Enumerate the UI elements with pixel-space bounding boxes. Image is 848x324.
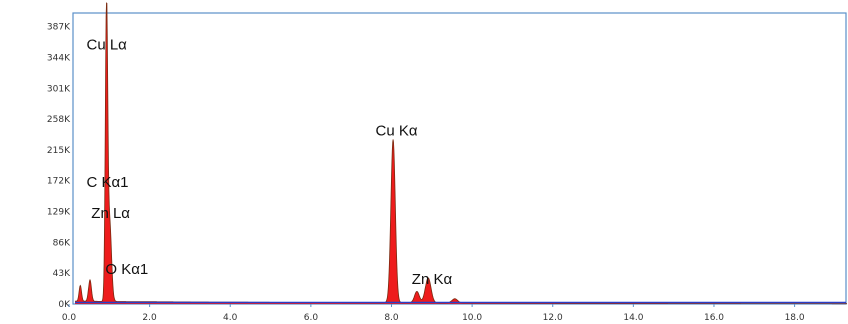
y-tick-label: 172K	[47, 177, 71, 187]
y-tick-label: 0K	[58, 300, 71, 310]
y-tick-label: 129K	[47, 208, 71, 218]
y-tick-label: 258K	[47, 115, 71, 125]
peak-label-o-ka1: O Kα1	[105, 261, 148, 278]
peak-label-cu-ka: Cu Kα	[376, 123, 418, 140]
x-tick-label: 4.0	[223, 313, 238, 323]
peak-label-zn-ka: Zn Kα	[412, 271, 453, 288]
peak-label-c-ka1: C Kα1	[87, 174, 129, 191]
y-tick-label: 301K	[47, 84, 71, 94]
x-tick-label: 14.0	[623, 313, 643, 323]
peak-label-cu-la: Cu Lα	[87, 37, 128, 54]
x-axis-labels: 0.0 2.0 4.0 6.0 8.0 10.0 12.0 14.0 16.0 …	[62, 313, 805, 323]
x-tick-label: 2.0	[142, 313, 157, 323]
y-tick-label: 344K	[47, 54, 71, 64]
x-tick-label: 8.0	[384, 313, 399, 323]
y-tick-label: 215K	[47, 146, 71, 156]
y-tick-label: 387K	[47, 23, 71, 33]
plot-frame	[72, 12, 847, 305]
x-tick-label: 10.0	[462, 313, 482, 323]
x-tick-label: 6.0	[304, 313, 319, 323]
peak-label-zn-la: Zn Lα	[91, 205, 130, 222]
peak-labels: Cu Lα C Kα1 Zn Lα O Kα1 Cu Kα Zn Kα	[87, 37, 453, 288]
y-axis-labels: 0K 43K 86K 129K 172K 215K 258K 301K 344K…	[47, 23, 71, 310]
x-tick-label: 18.0	[785, 313, 805, 323]
x-tick-label: 12.0	[543, 313, 563, 323]
x-tick-label: 16.0	[704, 313, 724, 323]
y-tick-label: 86K	[53, 238, 71, 248]
y-tick-label: 43K	[53, 269, 71, 279]
x-tick-label: 0.0	[62, 313, 77, 323]
